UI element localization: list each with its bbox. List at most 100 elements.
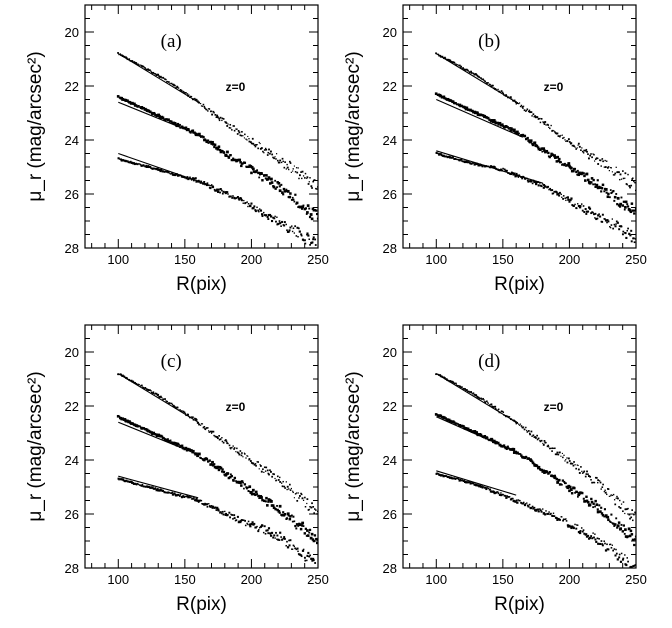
data-point	[254, 493, 257, 497]
data-point	[303, 532, 307, 535]
data-point	[242, 202, 244, 204]
data-point	[500, 492, 502, 494]
data-point	[556, 155, 560, 159]
data-point	[440, 474, 443, 476]
data-point	[489, 119, 491, 122]
data-point	[187, 413, 189, 416]
data-point	[226, 442, 229, 445]
data-point	[592, 183, 595, 186]
data-point	[154, 167, 157, 170]
data-point	[308, 508, 310, 511]
data-point	[161, 489, 165, 492]
data-point	[261, 524, 264, 527]
data-point	[289, 539, 292, 542]
data-point	[604, 218, 606, 220]
data-point	[612, 174, 615, 176]
data-point	[245, 138, 247, 140]
data-point	[236, 447, 238, 450]
data-point	[306, 204, 310, 207]
data-point	[221, 436, 223, 439]
data-point	[260, 470, 263, 473]
data-point	[542, 443, 545, 446]
data-point	[232, 195, 234, 197]
data-point	[497, 492, 500, 495]
data-point	[593, 213, 595, 216]
data-point	[191, 449, 193, 452]
data-point	[269, 470, 272, 473]
y-tick-label: 28	[65, 241, 79, 256]
data-point	[540, 510, 543, 513]
data-point	[249, 165, 253, 168]
data-point	[520, 501, 523, 504]
data-point	[626, 508, 628, 510]
data-point	[173, 492, 176, 495]
data-point	[313, 512, 316, 514]
data-point	[291, 548, 294, 550]
data-point	[632, 177, 634, 180]
data-point	[201, 182, 203, 185]
data-point	[300, 171, 302, 173]
data-point	[456, 64, 459, 66]
data-point	[178, 87, 180, 89]
data-point	[565, 459, 567, 461]
data-point	[133, 102, 136, 106]
data-point	[610, 513, 613, 516]
data-point	[477, 75, 480, 78]
data-point	[552, 192, 555, 195]
data-point	[522, 426, 524, 429]
data-point	[161, 170, 165, 173]
data-point	[549, 447, 551, 450]
data-point	[497, 441, 500, 444]
data-point	[247, 455, 249, 457]
data-point	[519, 423, 522, 425]
data-point	[561, 196, 563, 198]
data-point	[282, 193, 285, 196]
data-point	[270, 504, 274, 507]
data-point	[276, 538, 278, 541]
data-point	[566, 524, 569, 527]
data-point	[470, 391, 473, 394]
data-point	[225, 154, 228, 157]
data-point	[138, 64, 140, 66]
data-point	[254, 463, 257, 465]
data-point	[292, 170, 294, 172]
data-point	[280, 183, 283, 186]
data-point	[621, 233, 624, 236]
data-point	[621, 530, 625, 533]
data-point	[517, 499, 520, 501]
data-point	[607, 548, 610, 551]
data-point	[303, 556, 306, 559]
data-point	[259, 527, 261, 529]
data-point	[295, 201, 299, 205]
data-point	[610, 191, 613, 195]
data-point	[154, 113, 157, 117]
y-tick-label: 20	[65, 25, 79, 40]
data-point	[257, 209, 260, 212]
data-point	[130, 379, 133, 382]
data-point	[559, 135, 561, 138]
data-point	[503, 168, 506, 171]
plot-frame	[84, 324, 319, 569]
redshift-annotation: z=0	[226, 400, 246, 414]
data-point	[617, 204, 621, 207]
data-point	[634, 564, 636, 566]
data-point	[126, 377, 128, 379]
data-point	[303, 239, 306, 242]
data-point	[544, 513, 547, 516]
data-point	[213, 112, 215, 114]
data-point	[291, 225, 293, 227]
data-point	[489, 490, 493, 493]
data-point	[272, 506, 276, 510]
data-point	[271, 475, 274, 478]
data-point	[623, 208, 626, 211]
data-point	[297, 492, 299, 494]
data-point	[527, 139, 530, 142]
data-point	[456, 64, 458, 66]
data-point	[309, 554, 311, 557]
data-point	[606, 543, 608, 546]
data-point	[601, 220, 604, 223]
data-point	[561, 163, 565, 166]
data-point	[194, 97, 196, 100]
data-point	[243, 483, 247, 486]
data-point	[631, 538, 635, 541]
